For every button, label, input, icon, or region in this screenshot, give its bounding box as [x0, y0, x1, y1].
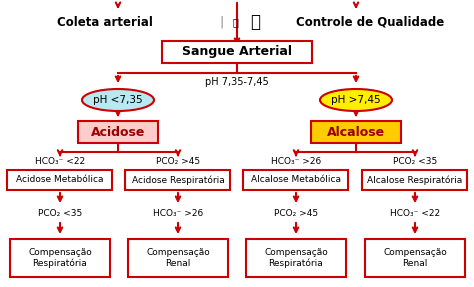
- Text: Sangue Arterial: Sangue Arterial: [182, 46, 292, 59]
- FancyBboxPatch shape: [311, 121, 401, 143]
- FancyBboxPatch shape: [8, 170, 112, 190]
- Text: Compensação
Renal: Compensação Renal: [383, 248, 447, 268]
- Text: pH >7,45: pH >7,45: [331, 95, 381, 105]
- Text: HCO₃⁻ >26: HCO₃⁻ >26: [271, 158, 321, 166]
- Text: Coleta arterial: Coleta arterial: [57, 15, 153, 28]
- FancyBboxPatch shape: [10, 239, 110, 277]
- FancyBboxPatch shape: [246, 239, 346, 277]
- Text: Acidose: Acidose: [91, 125, 145, 139]
- Text: Alcalose Metabólica: Alcalose Metabólica: [251, 175, 341, 185]
- Text: PCO₂ >45: PCO₂ >45: [274, 208, 318, 218]
- FancyBboxPatch shape: [128, 239, 228, 277]
- Text: 🔵: 🔵: [232, 17, 238, 27]
- Text: Acidose Respiratória: Acidose Respiratória: [132, 175, 224, 185]
- Ellipse shape: [320, 89, 392, 111]
- Text: Acidose Metabólica: Acidose Metabólica: [16, 175, 104, 185]
- FancyBboxPatch shape: [365, 239, 465, 277]
- Text: Compensação
Respiratória: Compensação Respiratória: [28, 248, 92, 268]
- Text: PCO₂ <35: PCO₂ <35: [38, 208, 82, 218]
- Text: Compensação
Respiratória: Compensação Respiratória: [264, 248, 328, 268]
- Text: 🎯: 🎯: [250, 13, 260, 31]
- Text: PCO₂ <35: PCO₂ <35: [393, 158, 437, 166]
- Text: |: |: [220, 15, 224, 28]
- Text: HCO₃⁻ >26: HCO₃⁻ >26: [153, 208, 203, 218]
- Text: HCO₃⁻ <22: HCO₃⁻ <22: [390, 208, 440, 218]
- Text: Alcalose: Alcalose: [327, 125, 385, 139]
- Text: Controle de Qualidade: Controle de Qualidade: [296, 15, 444, 28]
- Text: pH <7,35: pH <7,35: [93, 95, 143, 105]
- FancyBboxPatch shape: [162, 41, 312, 63]
- FancyBboxPatch shape: [244, 170, 348, 190]
- FancyBboxPatch shape: [78, 121, 158, 143]
- FancyBboxPatch shape: [363, 170, 467, 190]
- Text: pH 7,35-7,45: pH 7,35-7,45: [205, 77, 269, 87]
- Ellipse shape: [82, 89, 154, 111]
- Text: Compensação
Renal: Compensação Renal: [146, 248, 210, 268]
- Text: PCO₂ >45: PCO₂ >45: [156, 158, 200, 166]
- Text: Alcalose Respiratória: Alcalose Respiratória: [367, 175, 463, 185]
- Text: HCO₃⁻ <22: HCO₃⁻ <22: [35, 158, 85, 166]
- FancyBboxPatch shape: [126, 170, 230, 190]
